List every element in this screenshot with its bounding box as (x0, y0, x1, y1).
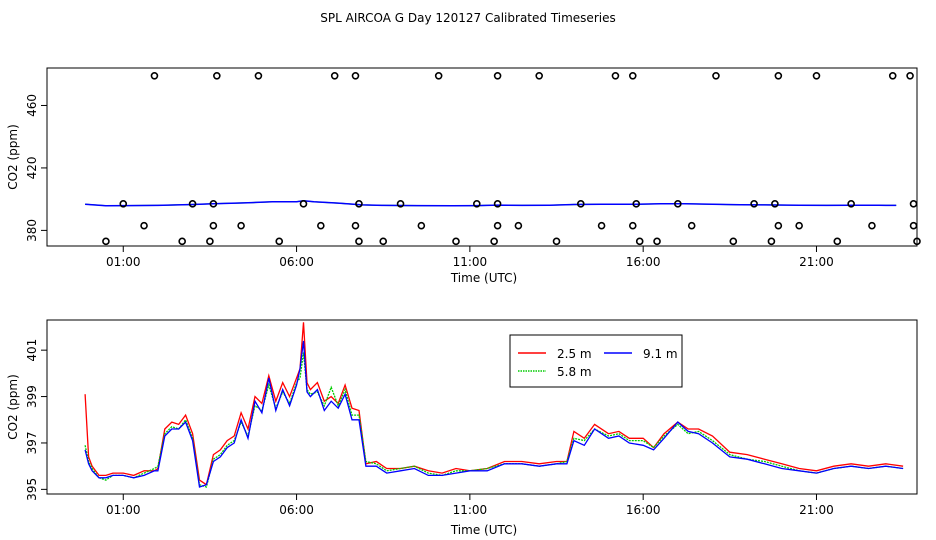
upper-marker-point (514, 221, 523, 230)
upper-marker-point (552, 237, 561, 246)
upper-y-tick-label: 380 (25, 219, 39, 242)
figure-title: SPL AIRCOA G Day 120127 Calibrated Times… (320, 11, 615, 25)
upper-marker-point (653, 237, 661, 246)
upper-marker-point (729, 237, 738, 246)
upper-marker-point (687, 221, 696, 230)
upper-marker-point (254, 72, 263, 80)
upper-marker-point (473, 200, 481, 208)
upper-marker-point (795, 221, 803, 230)
upper-x-tick-label: 11:00 (453, 255, 488, 269)
upper-marker-point (209, 221, 218, 230)
lower-series-9-1-m (84, 340, 904, 488)
upper-marker-point (140, 221, 148, 230)
upper-marker-point (774, 221, 783, 230)
upper-panel: 01:00 06:00 11:00 16:00 21:00 380 420 460 Time … (6, 67, 921, 285)
upper-marker-point (188, 200, 197, 208)
lower-x-tick-label: 21:00 (799, 503, 834, 517)
upper-x-tick-label: 21:00 (799, 255, 834, 269)
upper-marker-point (632, 200, 641, 208)
upper-marker-point (909, 200, 918, 208)
legend-label-5-8m: 5.8 m (557, 365, 592, 379)
upper-marker-point (150, 72, 159, 80)
upper-marker-point (611, 72, 620, 80)
upper-marker-point (628, 221, 637, 230)
upper-marker-point (712, 72, 720, 80)
upper-marker-point (576, 200, 585, 208)
upper-marker-point (774, 72, 783, 80)
upper-marker-point (833, 237, 842, 246)
upper-x-tick-label: 16:00 (626, 255, 661, 269)
upper-marker-point (417, 221, 426, 230)
upper-x-axis-title: Time (UTC) (450, 271, 517, 285)
upper-marker-point (119, 200, 128, 208)
upper-x-tick-label: 01:00 (106, 255, 141, 269)
lower-series-5-8-m (84, 352, 904, 488)
lower-panel: 01:00 06:00 11:00 16:00 21:00 395 397 399 401 Ti… (6, 319, 918, 537)
upper-marker-point (379, 237, 388, 246)
upper-marker-point (178, 237, 186, 246)
legend-label-9-1m: 9.1 m (643, 347, 678, 361)
lower-x-tick-label: 06:00 (279, 503, 314, 517)
upper-marker-point (909, 221, 918, 230)
upper-marker-point (213, 72, 221, 80)
upper-marker-point (906, 72, 914, 80)
upper-marker-point (351, 221, 360, 230)
upper-marker-point (102, 237, 110, 246)
lower-y-tick-label: 399 (25, 385, 39, 408)
upper-marker-point (628, 72, 637, 80)
lower-y-axis-title: CO2 (ppm) (6, 374, 20, 440)
upper-x-tick-label: 06:00 (279, 255, 314, 269)
legend-label-2-5m: 2.5 m (557, 347, 592, 361)
upper-marker-point (888, 72, 897, 80)
upper-y-tick-label: 420 (25, 156, 39, 179)
lower-x-axis-title: Time (UTC) (450, 523, 517, 537)
lower-y-tick-label: 395 (25, 478, 39, 501)
upper-marker-point (434, 72, 443, 80)
upper-series-line (85, 199, 897, 207)
upper-marker-point (317, 221, 325, 230)
upper-marker-point (771, 200, 779, 208)
upper-marker-point (452, 237, 460, 246)
upper-marker-point (396, 200, 405, 208)
upper-marker-point (750, 200, 758, 208)
legend-box (509, 334, 683, 388)
lower-x-tick-label: 01:00 (106, 503, 141, 517)
upper-marker-point (493, 221, 502, 230)
upper-marker-point (674, 200, 682, 208)
legend: 2.5 m 5.8 m 9.1 m (509, 334, 683, 388)
upper-marker-point (913, 237, 921, 246)
upper-marker-point (767, 237, 776, 246)
upper-y-tick-label: 460 (25, 94, 39, 117)
upper-plot-frame (46, 67, 918, 247)
upper-marker-point (535, 72, 543, 80)
upper-marker-point (493, 72, 502, 80)
upper-marker-point (597, 221, 606, 230)
lower-x-tick-label: 11:00 (453, 503, 488, 517)
lower-y-tick-label: 397 (25, 432, 39, 455)
upper-marker-point (330, 72, 339, 80)
upper-marker-point (275, 237, 284, 246)
upper-marker-point (351, 72, 360, 80)
upper-marker-point (493, 200, 502, 208)
upper-marker-point (299, 200, 308, 208)
upper-marker-point (868, 221, 876, 230)
lower-x-tick-label: 16:00 (626, 503, 661, 517)
upper-y-axis-title: CO2 (ppm) (6, 124, 20, 190)
upper-marker-point (635, 237, 644, 246)
lower-series-2-5-m (84, 322, 904, 486)
lower-y-tick-label: 401 (25, 339, 39, 362)
upper-marker-point (812, 72, 821, 80)
upper-marker-point (355, 237, 363, 246)
upper-marker-point (847, 200, 855, 208)
upper-marker-point (490, 237, 498, 246)
upper-marker-point (355, 200, 363, 208)
lower-plot-frame (46, 319, 918, 495)
upper-marker-point (206, 237, 214, 246)
upper-marker-point (209, 200, 218, 208)
upper-marker-point (237, 221, 245, 230)
